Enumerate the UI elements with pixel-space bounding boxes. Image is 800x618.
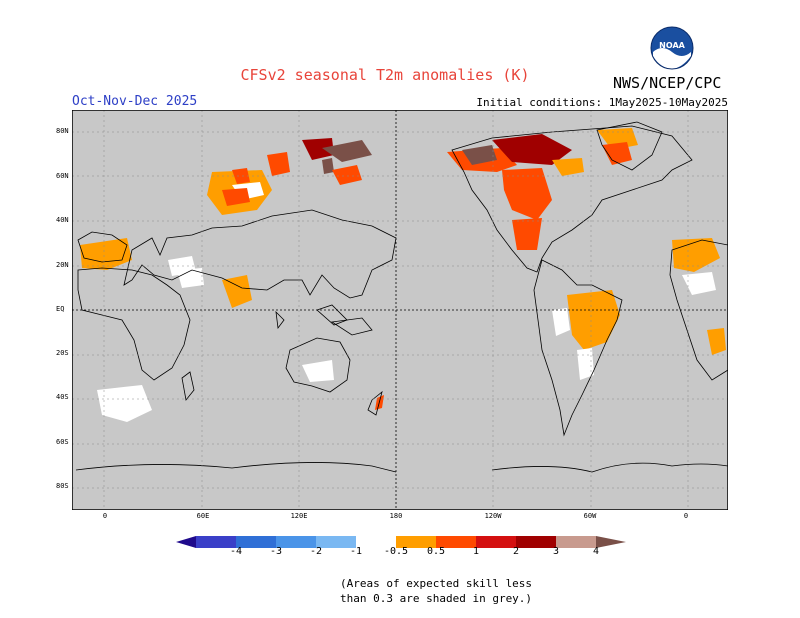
colorbar-label: 2 bbox=[512, 546, 520, 557]
coastlines bbox=[75, 121, 728, 473]
colorbar-label: -4 bbox=[229, 546, 243, 557]
lat-label: EQ bbox=[56, 305, 65, 313]
lat-label: 60N bbox=[56, 172, 69, 180]
noaa-logo-icon: NOAA bbox=[650, 26, 694, 70]
anomaly-patch bbox=[552, 158, 584, 176]
colorbar-cell bbox=[196, 536, 236, 548]
colorbar-cell bbox=[356, 536, 396, 548]
anomaly-patch bbox=[672, 238, 720, 272]
lon-label: 0 bbox=[683, 512, 689, 520]
anomaly-patch bbox=[302, 138, 334, 160]
colorbar bbox=[176, 536, 626, 548]
anomaly-patch bbox=[80, 238, 132, 270]
anomaly-patch bbox=[707, 328, 726, 355]
anomaly-patch bbox=[552, 308, 570, 336]
lon-label: 60W bbox=[583, 512, 597, 520]
colorbar-cell bbox=[276, 536, 316, 548]
anomaly-patch bbox=[492, 134, 572, 165]
colorbar-cell bbox=[556, 536, 596, 548]
skill-note-line-1: (Areas of expected skill less bbox=[340, 577, 533, 590]
colorbar-label: 0.5 bbox=[426, 546, 446, 557]
lon-label: 60E bbox=[196, 512, 210, 520]
lon-label: 180 bbox=[389, 512, 403, 520]
anomaly-patch bbox=[602, 142, 632, 165]
colorbar-cell bbox=[176, 536, 196, 548]
skill-note: (Areas of expected skill less than 0.3 a… bbox=[340, 576, 532, 606]
lon-label: 0 bbox=[102, 512, 108, 520]
anomaly-patch bbox=[322, 140, 372, 162]
anomaly-map bbox=[72, 110, 728, 510]
anomaly-patch bbox=[332, 165, 362, 185]
gridlines bbox=[72, 110, 728, 510]
anomaly-patch bbox=[597, 128, 638, 150]
anomaly-patch bbox=[267, 152, 290, 176]
anomaly-patch bbox=[97, 385, 152, 422]
colorbar-label: -1 bbox=[349, 546, 363, 557]
logo-text: NOAA bbox=[659, 41, 685, 50]
anomaly-patch bbox=[232, 168, 250, 184]
colorbar-label: 1 bbox=[472, 546, 480, 557]
colorbar-cell bbox=[436, 536, 476, 548]
organization-label: NWS/NCEP/CPC bbox=[613, 74, 722, 92]
anomaly-patch bbox=[512, 218, 542, 250]
colorbar-cell bbox=[316, 536, 356, 548]
lat-label: 80S bbox=[56, 482, 69, 490]
lat-label: 20S bbox=[56, 349, 69, 357]
anomaly-patches bbox=[80, 128, 726, 422]
lat-label: 80N bbox=[56, 127, 69, 135]
colorbar-label: 3 bbox=[552, 546, 560, 557]
colorbar-label: -2 bbox=[309, 546, 323, 557]
lat-label: 40S bbox=[56, 393, 69, 401]
lat-label: 20N bbox=[56, 261, 69, 269]
lon-label: 120E bbox=[290, 512, 308, 520]
initial-conditions: Initial conditions: 1May2025-10May2025 bbox=[476, 96, 728, 109]
colorbar-cell bbox=[236, 536, 276, 548]
anomaly-patch bbox=[302, 360, 334, 382]
colorbar-cell bbox=[476, 536, 516, 548]
lat-label: 60S bbox=[56, 438, 69, 446]
forecast-period: Oct-Nov-Dec 2025 bbox=[72, 94, 198, 109]
anomaly-patch bbox=[682, 272, 716, 295]
lat-label: 40N bbox=[56, 216, 69, 224]
colorbar-cell bbox=[396, 536, 436, 548]
anomaly-patch bbox=[567, 290, 620, 350]
anomaly-patch bbox=[222, 188, 250, 206]
colorbar-label: 4 bbox=[592, 546, 600, 557]
skill-note-line-2: than 0.3 are shaded in grey.) bbox=[340, 592, 533, 605]
colorbar-cell bbox=[596, 536, 626, 548]
colorbar-cell bbox=[516, 536, 556, 548]
anomaly-patch bbox=[502, 168, 552, 220]
anomaly-patch bbox=[222, 275, 252, 308]
anomaly-patch bbox=[577, 348, 594, 380]
anomaly-patch bbox=[462, 145, 497, 165]
colorbar-label: -3 bbox=[269, 546, 283, 557]
map-title: CFSv2 seasonal T2m anomalies (K) bbox=[240, 66, 530, 84]
anomaly-patch bbox=[322, 158, 334, 174]
lon-label: 120W bbox=[484, 512, 502, 520]
colorbar-label: -0.5 bbox=[383, 546, 409, 557]
